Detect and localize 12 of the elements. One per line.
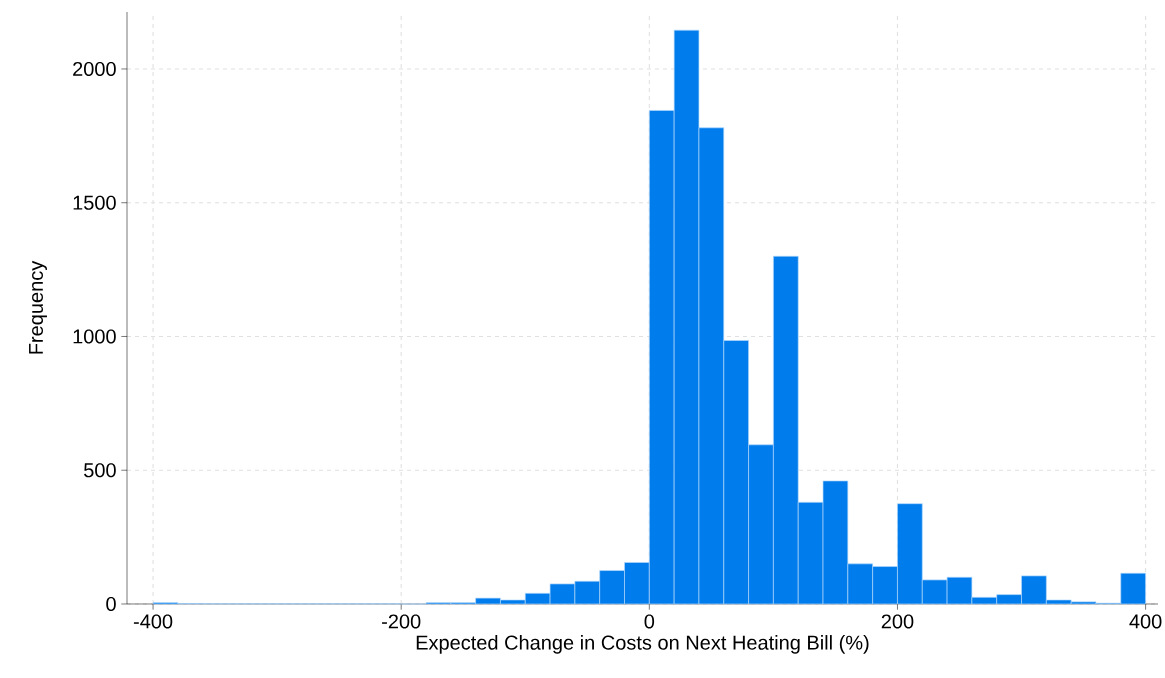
x-axis-title: Expected Change in Costs on Next Heating Bill (%) bbox=[416, 635, 869, 654]
x-tick-label: -200 bbox=[382, 614, 421, 629]
y-tick-label: 1000 bbox=[73, 329, 116, 344]
x-tick-label: 400 bbox=[1129, 614, 1162, 629]
x-tick-label: 0 bbox=[644, 614, 655, 629]
y-tick-label: 2000 bbox=[73, 61, 116, 77]
y-axis-title: Frequency bbox=[29, 260, 47, 354]
x-tick-label: 200 bbox=[881, 614, 914, 629]
y-tick-label: 500 bbox=[84, 463, 116, 478]
x-tick-label: -400 bbox=[133, 614, 173, 629]
y-tick-label: 0 bbox=[106, 596, 116, 612]
y-tick-label: 1500 bbox=[73, 195, 116, 210]
